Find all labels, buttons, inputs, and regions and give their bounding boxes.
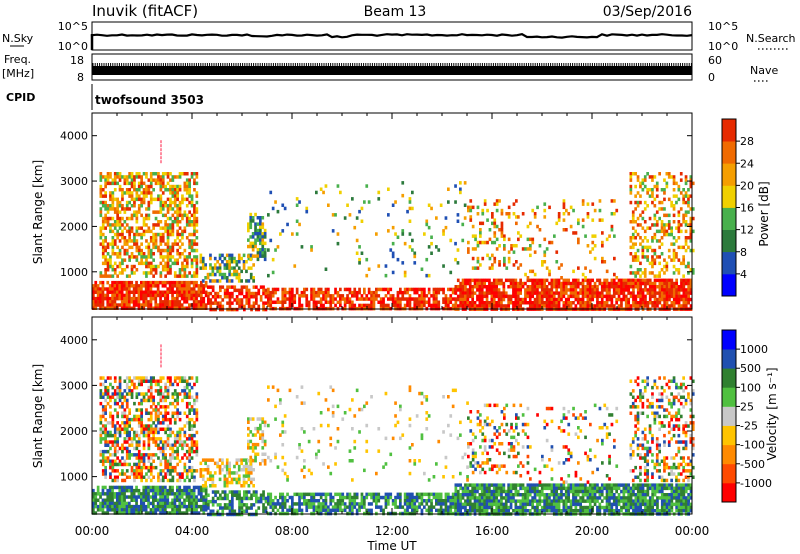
x-tick-label: 00:00 bbox=[675, 524, 710, 538]
velCbar-swatch bbox=[722, 444, 736, 465]
power-ytick-label: 3000 bbox=[60, 175, 88, 188]
velocity-panel: 1000 2000 3000 4000 bbox=[60, 316, 695, 517]
velCbar-swatch bbox=[722, 368, 736, 388]
vel-ytick-label: 2000 bbox=[60, 425, 88, 438]
freq-trace bbox=[92, 66, 692, 75]
x-tick-label: 16:00 bbox=[475, 524, 510, 538]
velCbar-tick-label: -100 bbox=[740, 439, 765, 452]
powerCbar-swatch bbox=[722, 229, 736, 253]
velCbar-tick-label: 25 bbox=[740, 400, 754, 413]
vel-ytick-label: 3000 bbox=[60, 379, 88, 392]
powerCbar-tick-label: 4 bbox=[740, 268, 747, 281]
nsearch-tick-bottom: 10^0 bbox=[708, 40, 738, 53]
nsearch-label: N.Search bbox=[746, 32, 796, 45]
velCbar-swatch bbox=[722, 463, 736, 484]
velocity-colorbar: 1000 500 100 25 -25 -100 -500 -1000 bbox=[721, 329, 772, 503]
power-ytick-label: 2000 bbox=[60, 220, 88, 233]
nsky-tick-top: 10^5 bbox=[58, 20, 88, 33]
velCbar-swatch bbox=[722, 482, 736, 503]
cpid-label: CPID bbox=[6, 91, 35, 104]
powerCbar-tick-label: 8 bbox=[740, 246, 747, 259]
powerCbar-swatch bbox=[722, 141, 736, 164]
velCbar-swatch bbox=[722, 349, 736, 369]
power-ytick-label: 4000 bbox=[60, 130, 88, 143]
power-colorbar-label: Power [dB] bbox=[757, 181, 771, 246]
powerCbar-swatch bbox=[722, 207, 736, 230]
velCbar-tick-label: -1000 bbox=[740, 477, 772, 490]
beam-title: Beam 13 bbox=[364, 4, 427, 20]
velCbar-tick-label: 500 bbox=[740, 362, 761, 375]
nsky-strip bbox=[90, 21, 693, 51]
freq-label-2: [MHz] bbox=[2, 67, 34, 80]
x-tick-label: 20:00 bbox=[575, 524, 610, 538]
power-colorbar: 28 24 20 16 12 8 4 bbox=[721, 118, 754, 297]
nave-tick-bottom: 0 bbox=[708, 71, 715, 84]
power-heatmap bbox=[92, 140, 695, 312]
nsky-tick-bottom: 10^0 bbox=[58, 40, 88, 53]
vel-ytick-label: 4000 bbox=[60, 334, 88, 347]
x-tick-label: 12:00 bbox=[375, 524, 410, 538]
date-title: 03/Sep/2016 bbox=[603, 4, 692, 20]
powerCbar-swatch bbox=[722, 251, 736, 275]
nsky-trace bbox=[90, 33, 693, 39]
velCbar-tick-label: 1000 bbox=[740, 343, 768, 356]
station-title: Inuvik (fitACF) bbox=[92, 2, 198, 20]
velCbar-tick-label: -500 bbox=[740, 458, 765, 471]
freq-tick-top: 18 bbox=[70, 54, 84, 67]
powerCbar-swatch bbox=[722, 185, 736, 208]
nave-tick-top: 60 bbox=[708, 54, 722, 67]
velocity-ylabel: Slant Range [km] bbox=[31, 364, 45, 468]
nsearch-tick-top: 10^5 bbox=[708, 20, 738, 33]
powerCbar-tick-label: 12 bbox=[740, 224, 754, 237]
velocity-heatmap bbox=[92, 344, 695, 517]
power-ylabel: Slant Range [km] bbox=[31, 160, 45, 264]
velCbar-tick-label: 100 bbox=[740, 381, 761, 394]
nave-label: Nave bbox=[750, 64, 778, 77]
vel-ytick-label: 1000 bbox=[60, 471, 88, 484]
freq-strip bbox=[91, 53, 693, 81]
x-tick-labels: 00:00 04:00 08:00 12:00 16:00 20:00 00:00 bbox=[75, 524, 710, 538]
velCbar-tick-label: -25 bbox=[740, 420, 758, 433]
powerCbar-swatch bbox=[722, 163, 736, 186]
powerCbar-tick-label: 28 bbox=[740, 135, 754, 148]
velCbar-swatch bbox=[722, 330, 736, 350]
powerCbar-tick-label: 24 bbox=[740, 157, 754, 170]
powerCbar-swatch bbox=[722, 119, 736, 142]
powerCbar-tick-label: 16 bbox=[740, 202, 754, 215]
cpid-value: twofsound 3503 bbox=[95, 93, 204, 107]
freq-tick-bottom: 8 bbox=[77, 71, 84, 84]
x-tick-label: 08:00 bbox=[275, 524, 310, 538]
x-tick-label: 00:00 bbox=[75, 524, 110, 538]
powerCbar-swatch bbox=[722, 273, 736, 297]
velocity-colorbar-label: Velocity [m s⁻¹] bbox=[765, 367, 779, 460]
velCbar-swatch bbox=[722, 387, 736, 407]
velCbar-swatch bbox=[722, 406, 736, 426]
nsky-label: N.Sky bbox=[2, 32, 34, 45]
power-panel: 1000 2000 3000 4000 bbox=[60, 112, 695, 312]
velCbar-swatch bbox=[722, 425, 736, 446]
freq-label-1: Freq. bbox=[4, 53, 31, 66]
power-ytick-label: 1000 bbox=[60, 266, 88, 279]
x-tick-label: 04:00 bbox=[175, 524, 210, 538]
x-axis-label: Time UT bbox=[366, 539, 417, 553]
powerCbar-tick-label: 20 bbox=[740, 179, 754, 192]
